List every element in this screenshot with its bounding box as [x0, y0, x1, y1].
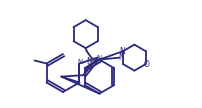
Text: N: N — [78, 60, 83, 65]
Text: N: N — [96, 55, 102, 61]
Text: N: N — [119, 47, 125, 56]
Text: O: O — [144, 60, 149, 69]
Text: NH: NH — [86, 57, 97, 66]
Text: N: N — [119, 53, 124, 62]
